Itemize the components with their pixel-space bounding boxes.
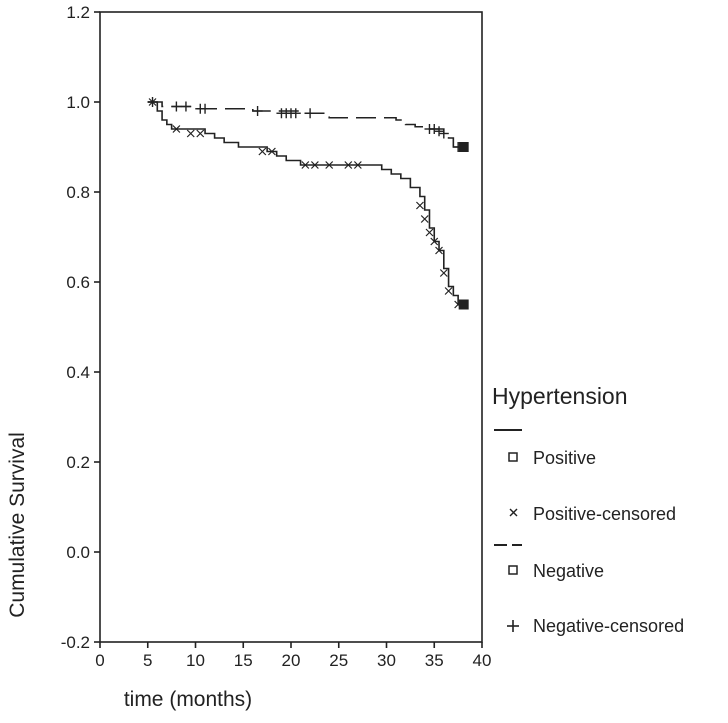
legend-negative-square xyxy=(508,565,518,575)
legend-x-mark xyxy=(509,508,518,517)
y-tick-label: 0.8 xyxy=(66,183,90,202)
legend-positive-censored-label: Positive-censored xyxy=(533,504,676,524)
positive-censored-mark xyxy=(258,147,267,156)
positive-censored-mark xyxy=(310,161,319,169)
negative-censored-mark xyxy=(305,108,316,119)
positive-censored-mark xyxy=(439,269,448,277)
x-tick-label: 30 xyxy=(377,651,396,670)
x-tick-label: 40 xyxy=(473,651,492,670)
positive-censored-mark xyxy=(186,129,195,138)
negative-censored-mark xyxy=(290,108,301,119)
x-tick-label: 25 xyxy=(329,651,348,670)
positive-censored-mark xyxy=(416,201,424,210)
x-tick-label: 0 xyxy=(95,651,104,670)
series-positive-end-marker xyxy=(458,299,469,310)
series-layer xyxy=(147,97,469,310)
positive-censored-mark xyxy=(425,228,434,237)
negative-censored-mark xyxy=(252,106,263,116)
y-tick-label: 1.2 xyxy=(66,3,90,22)
series-negative-end-marker xyxy=(458,142,469,152)
series-positive-line xyxy=(147,101,468,306)
y-tick-label: 0.6 xyxy=(66,273,90,292)
y-tick-label: -0.2 xyxy=(61,633,90,652)
y-axis: -0.2 0.0 0.2 0.4 0.6 0.8 1.0 1.2 xyxy=(61,3,100,652)
legend-plus-mark xyxy=(507,620,519,632)
negative-censored-mark xyxy=(147,97,158,107)
positive-censored-mark xyxy=(420,215,429,223)
positive-censored-mark xyxy=(444,287,453,295)
x-tick-label: 15 xyxy=(234,651,253,670)
negative-censored-mark xyxy=(438,128,449,139)
y-tick-label: 0.0 xyxy=(66,543,90,562)
negative-censored-mark xyxy=(429,124,440,134)
positive-censored-mark xyxy=(196,129,205,138)
y-tick-label: 0.4 xyxy=(66,363,90,382)
y-tick-label: 1.0 xyxy=(66,93,90,112)
negative-censored-mark xyxy=(200,103,211,114)
positive-censored-mark xyxy=(267,147,276,156)
positive-censored-mark xyxy=(325,161,334,169)
x-tick-label: 5 xyxy=(143,651,152,670)
legend-positive-label: Positive xyxy=(533,448,596,468)
legend-negative-label: Negative xyxy=(533,561,604,581)
negative-censored-mark xyxy=(434,126,445,137)
x-tick-label: 20 xyxy=(282,651,301,670)
positive-censored-mark xyxy=(430,237,439,246)
x-tick-label: 35 xyxy=(425,651,444,670)
x-axis-title: time (months) xyxy=(124,688,252,711)
x-tick-label: 10 xyxy=(186,651,205,670)
legend: Hypertension Positive Positive-censored … xyxy=(492,383,684,636)
y-axis-title: Cumulative Survival xyxy=(6,432,29,618)
positive-censored-mark xyxy=(344,161,353,169)
y-tick-label: 0.2 xyxy=(66,453,90,472)
positive-censored-mark xyxy=(435,246,443,255)
legend-title: Hypertension xyxy=(492,383,628,409)
legend-positive-square xyxy=(508,452,518,462)
x-axis: 0 5 10 15 20 25 30 35 40 xyxy=(95,642,491,670)
positive-censored-mark xyxy=(172,125,181,133)
negative-censored-mark xyxy=(171,101,182,112)
positive-censored-mark xyxy=(301,161,310,169)
legend-negative-censored-label: Negative-censored xyxy=(533,616,684,636)
positive-censored-mark xyxy=(353,161,362,169)
negative-censored-mark xyxy=(180,101,191,112)
